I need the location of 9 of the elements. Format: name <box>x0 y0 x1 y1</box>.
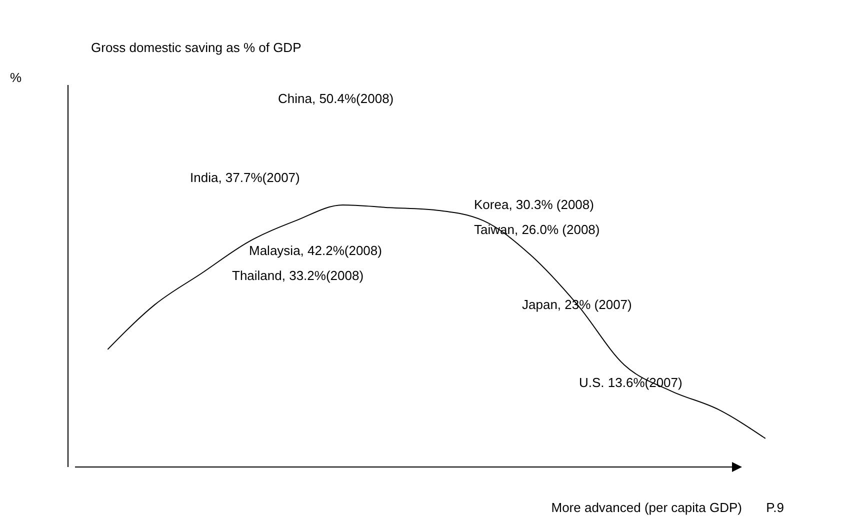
annotation: Thailand, 33.2%(2008) <box>232 268 364 283</box>
annotation: Malaysia, 42.2%(2008) <box>249 243 382 258</box>
text: China, 50.4%(2008) <box>278 91 394 106</box>
x-axis-title: More advanced (per capita GDP) <box>551 500 742 515</box>
chart-title: Gross domestic saving as % of GDP <box>91 40 302 55</box>
text: India, 37.7%(2007) <box>190 170 300 185</box>
text: P.9 <box>766 500 784 515</box>
text: % <box>10 70 22 85</box>
annotation: Korea, 30.3% (2008) <box>474 197 594 212</box>
